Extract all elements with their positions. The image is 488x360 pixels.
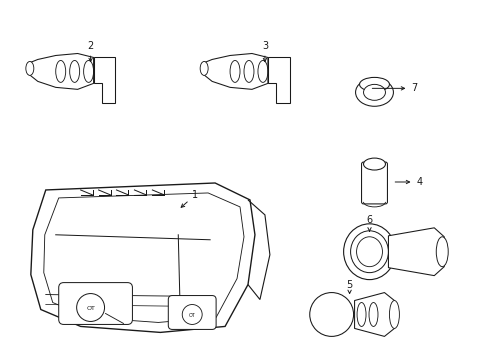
- Text: 2: 2: [87, 41, 94, 62]
- FancyBboxPatch shape: [168, 296, 216, 329]
- FancyBboxPatch shape: [361, 162, 386, 204]
- Polygon shape: [267, 58, 289, 103]
- Ellipse shape: [350, 231, 387, 273]
- Ellipse shape: [355, 78, 393, 106]
- Text: OT: OT: [86, 306, 95, 311]
- Ellipse shape: [359, 77, 388, 91]
- Text: 5: 5: [346, 280, 352, 293]
- Text: 4: 4: [394, 177, 422, 187]
- Polygon shape: [93, 58, 115, 103]
- Text: 3: 3: [261, 41, 267, 62]
- Ellipse shape: [309, 293, 353, 336]
- Ellipse shape: [388, 301, 399, 328]
- Text: 7: 7: [371, 84, 417, 93]
- Polygon shape: [202, 54, 267, 89]
- Text: 1: 1: [181, 190, 198, 207]
- Text: 6: 6: [366, 215, 372, 231]
- Polygon shape: [28, 54, 93, 89]
- Polygon shape: [387, 228, 443, 276]
- Ellipse shape: [435, 237, 447, 267]
- Ellipse shape: [343, 224, 395, 280]
- Ellipse shape: [200, 62, 208, 75]
- Ellipse shape: [363, 84, 385, 100]
- Ellipse shape: [356, 237, 382, 267]
- Polygon shape: [354, 293, 394, 336]
- Ellipse shape: [26, 62, 34, 75]
- FancyBboxPatch shape: [59, 283, 132, 324]
- Ellipse shape: [363, 158, 385, 170]
- Text: OT: OT: [188, 313, 195, 318]
